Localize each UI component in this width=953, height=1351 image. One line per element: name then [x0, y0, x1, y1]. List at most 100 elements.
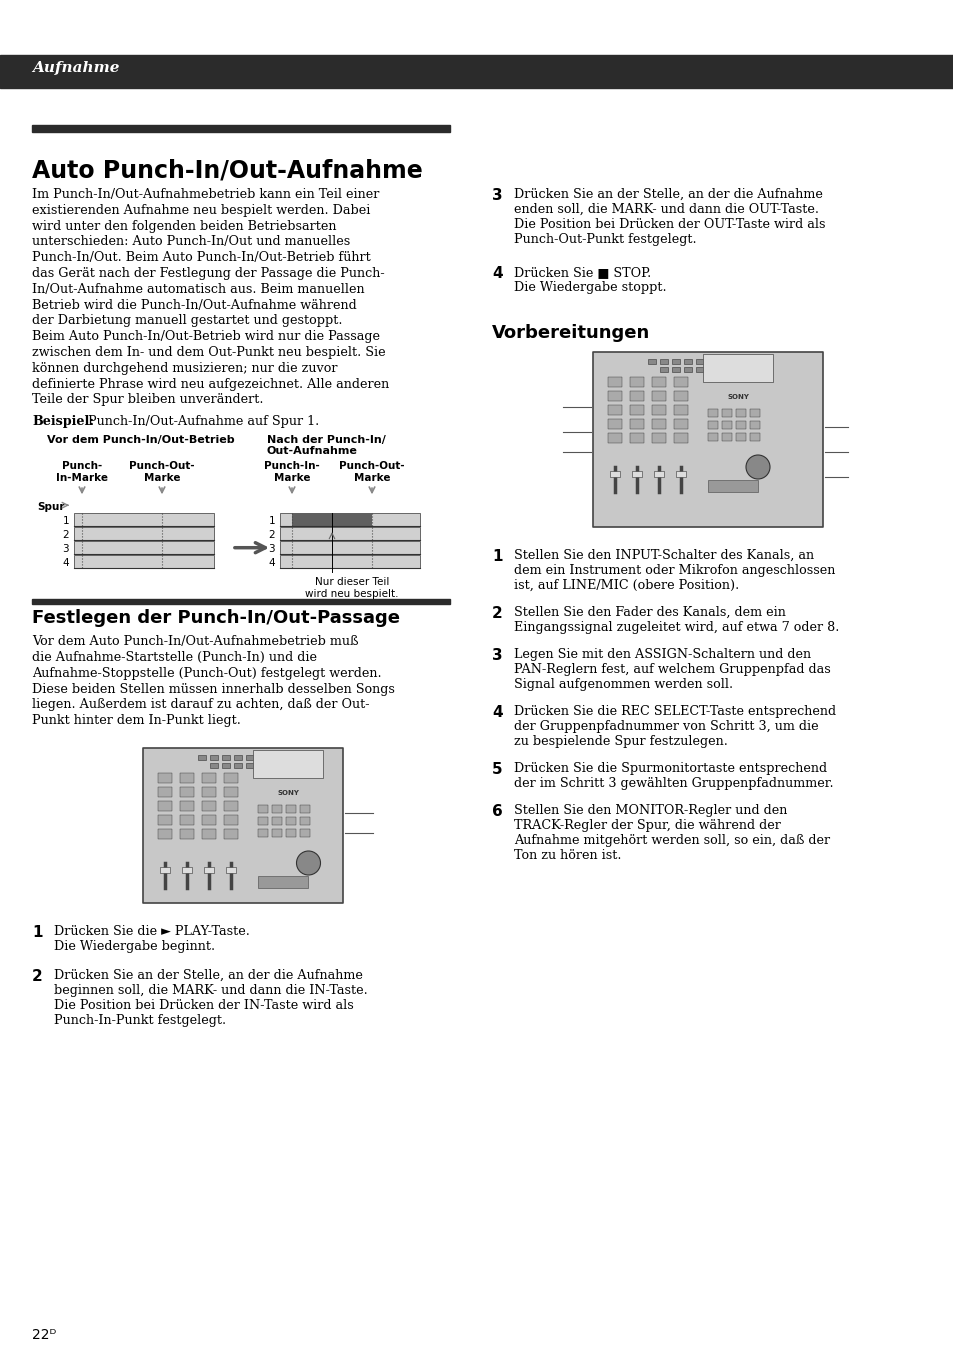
Text: In/Out-Aufnahme automatisch aus. Beim manuellen: In/Out-Aufnahme automatisch aus. Beim ma… [32, 282, 364, 296]
Bar [258, 755, 266, 761]
Text: Punch-
In-Marke: Punch- In-Marke [56, 461, 108, 482]
Bar [0, 55, 953, 88]
Bar [258, 830, 268, 838]
Text: Im Punch-In/Out-Aufnahmebetrieb kann ein Teil einer: Im Punch-In/Out-Aufnahmebetrieb kann ein… [32, 188, 379, 201]
Text: Vorbereitungen: Vorbereitungen [492, 324, 650, 342]
Bar [735, 422, 745, 430]
Bar [202, 830, 216, 839]
Bar [204, 867, 214, 873]
Bar [258, 817, 268, 825]
Bar [721, 422, 731, 430]
Text: Punch-In/Out-Aufnahme auf Spur 1.: Punch-In/Out-Aufnahme auf Spur 1. [84, 415, 319, 428]
Text: Ton zu hören ist.: Ton zu hören ist. [514, 848, 620, 862]
Text: enden soll, die MARK- und dann die OUT-Taste.: enden soll, die MARK- und dann die OUT-T… [514, 203, 818, 216]
Text: Drücken Sie die Spurmonitortaste entsprechend: Drücken Sie die Spurmonitortaste entspre… [514, 762, 826, 775]
Text: dem ein Instrument oder Mikrofon angeschlossen: dem ein Instrument oder Mikrofon angesch… [514, 563, 835, 577]
Bar [659, 367, 667, 372]
Text: Drücken Sie die REC SELECT-Taste entsprechend: Drücken Sie die REC SELECT-Taste entspre… [514, 705, 835, 717]
Bar [258, 875, 308, 888]
Bar [32, 600, 450, 604]
Text: Out-Aufnahme: Out-Aufnahme [267, 446, 357, 457]
Text: Nach der Punch-In/: Nach der Punch-In/ [267, 435, 385, 446]
Bar [651, 419, 665, 430]
Text: wird unter den folgenden beiden Betriebsarten: wird unter den folgenden beiden Betriebs… [32, 220, 336, 232]
Bar [160, 867, 171, 873]
Bar [286, 830, 296, 838]
Bar [607, 377, 621, 386]
Bar [222, 763, 231, 767]
Text: Punkt hinter dem In-Punkt liegt.: Punkt hinter dem In-Punkt liegt. [32, 715, 240, 727]
Bar [659, 359, 667, 363]
Text: 2: 2 [268, 530, 274, 539]
Text: 1: 1 [32, 925, 43, 940]
Text: 1: 1 [492, 549, 502, 563]
Bar [671, 359, 679, 363]
Bar [683, 359, 691, 363]
Bar [258, 763, 266, 767]
Bar [222, 755, 231, 761]
Bar [651, 390, 665, 401]
Bar [749, 434, 760, 440]
Text: Eingangssignal zugeleitet wird, auf etwa 7 oder 8.: Eingangssignal zugeleitet wird, auf etwa… [514, 621, 839, 634]
Circle shape [296, 851, 320, 875]
Text: Drücken Sie an der Stelle, an der die Aufnahme: Drücken Sie an der Stelle, an der die Au… [514, 188, 822, 201]
Text: Punch-In-
Marke: Punch-In- Marke [264, 461, 319, 482]
Bar [629, 390, 643, 401]
Text: Drücken Sie ■ STOP.: Drücken Sie ■ STOP. [514, 266, 651, 280]
Bar [609, 471, 619, 477]
Bar [707, 480, 758, 492]
Bar [707, 359, 716, 363]
Bar [253, 750, 323, 778]
Text: Signal aufgenommen werden soll.: Signal aufgenommen werden soll. [514, 678, 732, 690]
Text: Die Position bei Drücken der IN-Taste wird als: Die Position bei Drücken der IN-Taste wi… [54, 998, 354, 1012]
Text: SONY: SONY [726, 394, 748, 400]
Text: Drücken Sie an der Stelle, an der die Aufnahme: Drücken Sie an der Stelle, an der die Au… [54, 969, 362, 982]
Text: Die Wiedergabe stoppt.: Die Wiedergabe stoppt. [514, 281, 666, 295]
Text: Die Position bei Drücken der OUT-Taste wird als: Die Position bei Drücken der OUT-Taste w… [514, 218, 824, 231]
Bar [74, 555, 213, 569]
Text: 3: 3 [62, 543, 69, 554]
Bar [673, 390, 687, 401]
Text: 2: 2 [32, 969, 43, 984]
Bar [224, 830, 238, 839]
Bar [651, 405, 665, 415]
Bar [273, 805, 282, 813]
Text: Teile der Spur bleiben unverändert.: Teile der Spur bleiben unverändert. [32, 393, 263, 407]
Bar [631, 471, 641, 477]
Text: zu bespielende Spur festzulegen.: zu bespielende Spur festzulegen. [514, 735, 727, 748]
Text: die Aufnahme-Startstelle (Punch-In) und die: die Aufnahme-Startstelle (Punch-In) und … [32, 651, 316, 663]
Bar [673, 434, 687, 443]
Bar [749, 422, 760, 430]
Bar [280, 513, 419, 526]
Bar [651, 377, 665, 386]
Text: liegen. Außerdem ist darauf zu achten, daß der Out-: liegen. Außerdem ist darauf zu achten, d… [32, 698, 369, 712]
Bar [629, 405, 643, 415]
Bar [211, 763, 218, 767]
Bar [707, 367, 716, 372]
Text: Spur: Spur [37, 503, 65, 512]
Bar [607, 434, 621, 443]
Bar [280, 555, 419, 569]
Text: 4: 4 [268, 558, 274, 567]
Text: Punch-In-Punkt festgelegt.: Punch-In-Punkt festgelegt. [54, 1015, 226, 1027]
Bar [202, 788, 216, 797]
Bar [593, 353, 822, 527]
Bar [707, 422, 718, 430]
Bar [180, 788, 194, 797]
Text: beginnen soll, die MARK- und dann die IN-Taste.: beginnen soll, die MARK- und dann die IN… [54, 984, 367, 997]
Bar [607, 390, 621, 401]
Bar [683, 367, 691, 372]
Bar [158, 773, 172, 784]
Text: Nur dieser Teil
wird neu bespielt.: Nur dieser Teil wird neu bespielt. [305, 577, 398, 598]
Text: 3: 3 [492, 188, 502, 203]
Text: 22ᴰ: 22ᴰ [32, 1328, 56, 1342]
Bar [721, 434, 731, 440]
Bar [735, 434, 745, 440]
Text: 1: 1 [62, 516, 69, 526]
Bar [721, 409, 731, 417]
Bar [300, 817, 310, 825]
Bar [673, 405, 687, 415]
Bar [180, 773, 194, 784]
Text: Punch-Out-
Marke: Punch-Out- Marke [339, 461, 404, 482]
Bar [158, 830, 172, 839]
